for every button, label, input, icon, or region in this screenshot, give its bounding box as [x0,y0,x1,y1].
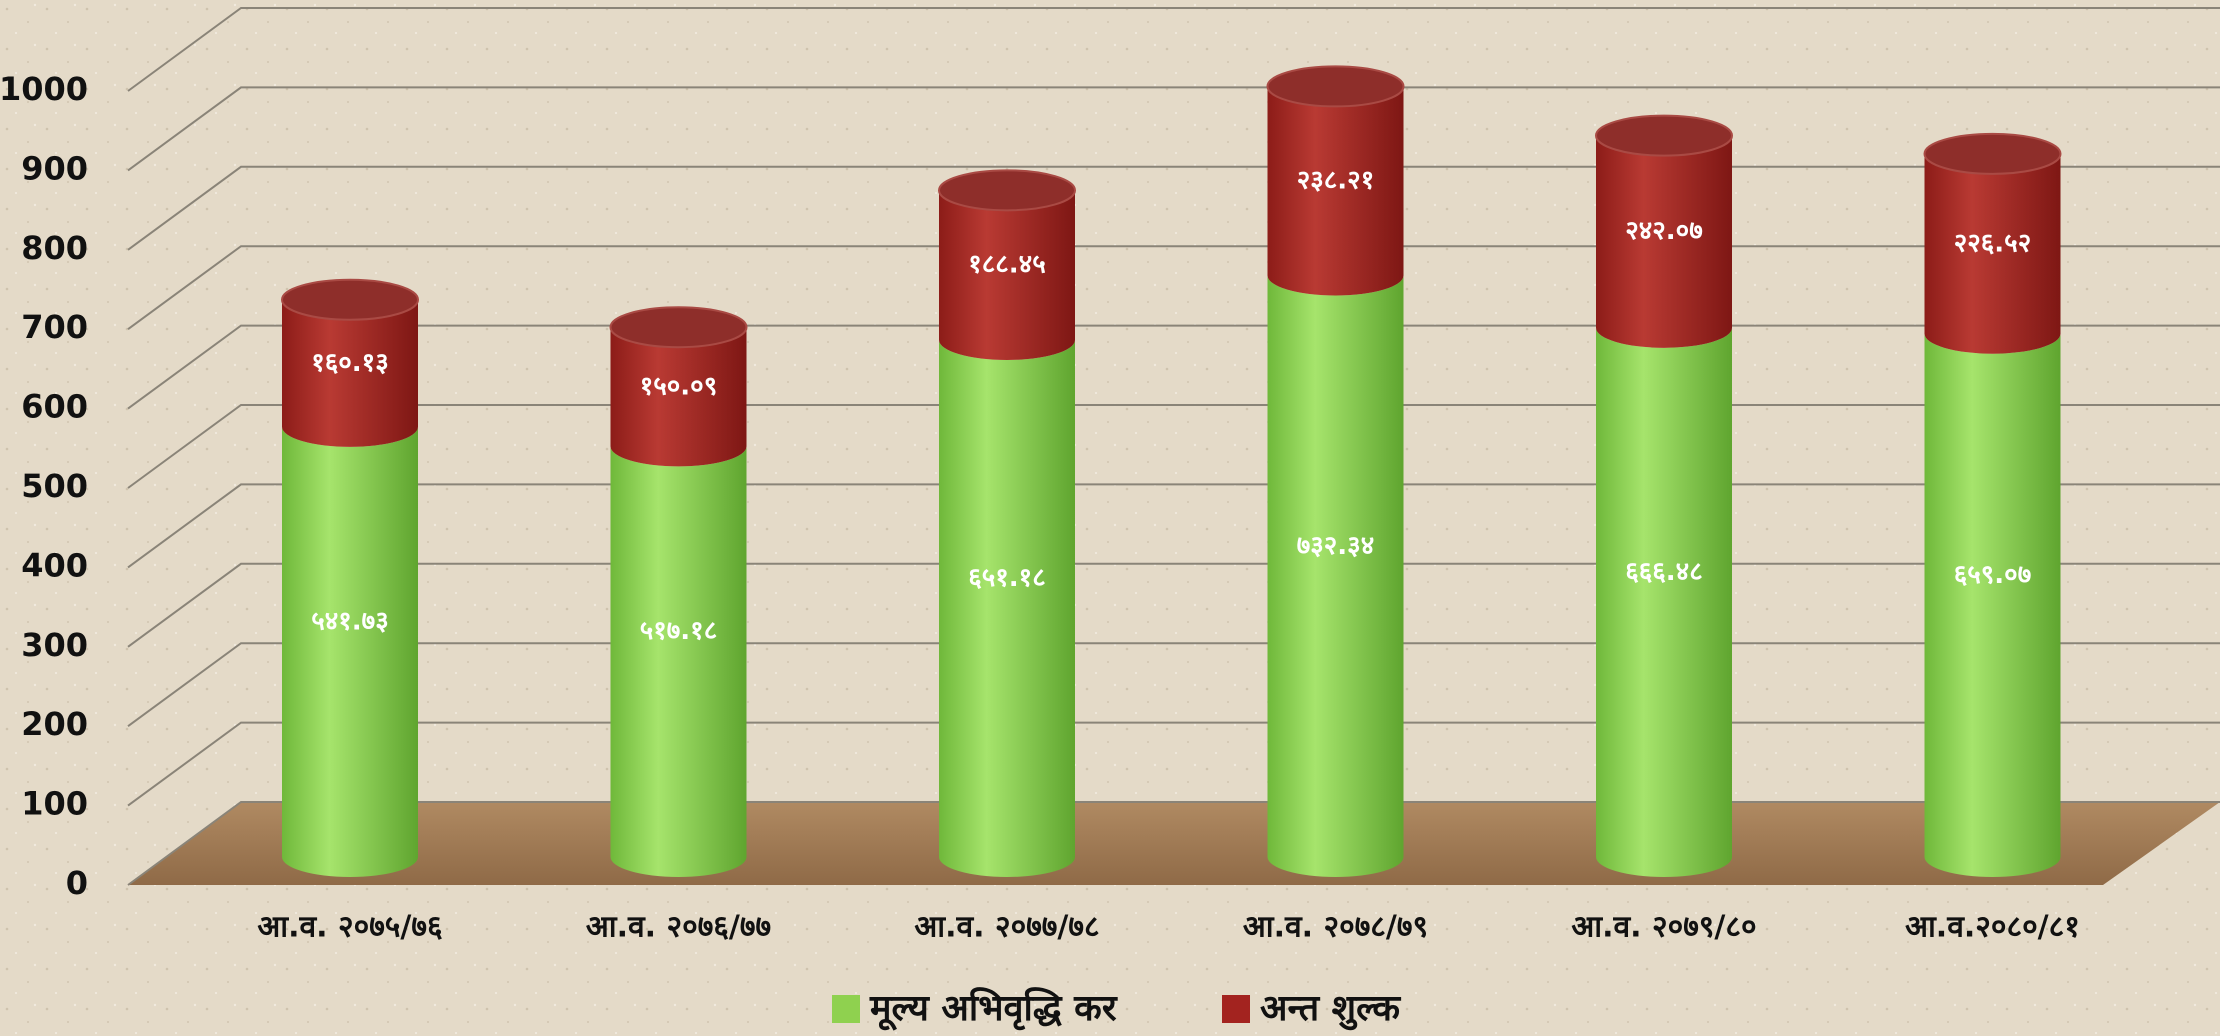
value-label: २२६.५२ [1954,228,2031,258]
y-tick-label: 800 [21,229,88,267]
y-tick-label: 1000 [0,70,88,108]
bar-segment [1267,86,1404,296]
bar-cap [1923,132,2062,175]
grid-line [127,562,2220,648]
floor [128,802,2220,885]
value-label: १८८.४५ [968,250,1045,280]
x-tick-label: आ.व. २०७५/७६ [257,910,442,945]
grid-line [127,7,2220,92]
grid-line [127,483,2220,569]
y-tick-label: 200 [21,705,88,743]
legend-swatch [832,995,860,1023]
y-tick-label: 0 [66,864,88,902]
grid-line [127,404,2220,489]
bar-segment [282,426,418,877]
bar-segment [939,190,1075,360]
y-tick-label: 300 [21,626,88,664]
bar-segment [610,446,747,878]
x-tick-label: आ.व. २०७९/८० [1571,910,1756,945]
x-tick-label: आ.व. २०७८/७९ [1243,910,1428,945]
bar-segment [1924,153,2061,354]
legend-swatch [1222,995,1250,1023]
bar-cap [938,169,1076,212]
legend-label: मूल्य अभिवृद्धि कर [869,987,1118,1031]
bar-segment [939,339,1075,877]
x-tick-label: आ.व. २०७७/७८ [914,910,1099,945]
bar-segment [1596,327,1732,877]
value-label: ६६६.४८ [1625,557,1702,587]
grid-line [127,721,2220,807]
value-label: ७३२.३४ [1297,531,1374,561]
bar-cap [1595,114,1733,157]
bar-cap [1266,65,1405,108]
bar-segment [1596,135,1732,348]
bar-segment [1924,333,2061,878]
x-tick-label: आ.व. २०७६/७७ [586,910,771,945]
value-label: ५१७.१८ [640,616,717,646]
x-tick-label: आ.व.२०८०/८१ [1905,910,2080,945]
y-tick-label: 700 [21,308,88,346]
y-tick-label: 900 [21,149,88,187]
bar-segment [1267,275,1404,878]
value-label: १६०.१३ [311,348,388,378]
y-tick-label: 500 [21,467,88,505]
bar-cap [281,278,419,321]
value-label: १५०.०९ [640,371,717,401]
value-label: ५४१.७३ [311,606,388,636]
bar-segment [282,299,418,447]
grid-line [127,245,2220,331]
y-tick-label: 600 [21,388,88,426]
bar-cap [609,306,748,349]
y-tick-label: 400 [21,546,88,584]
y-tick-label: 100 [21,785,88,823]
grid-line [127,642,2220,728]
value-label: ६५९.०७ [1954,560,2031,590]
grid-line [127,86,2220,172]
value-label: २३८.२१ [1297,165,1374,195]
value-label: २४२.०७ [1625,216,1702,246]
bar-segment [610,327,747,467]
legend-label: अन्त शुल्क [1260,988,1401,1031]
grid-line [127,324,2220,410]
grid-line [127,165,2220,251]
grid-line [127,801,2220,886]
value-label: ६५१.१८ [968,563,1045,593]
